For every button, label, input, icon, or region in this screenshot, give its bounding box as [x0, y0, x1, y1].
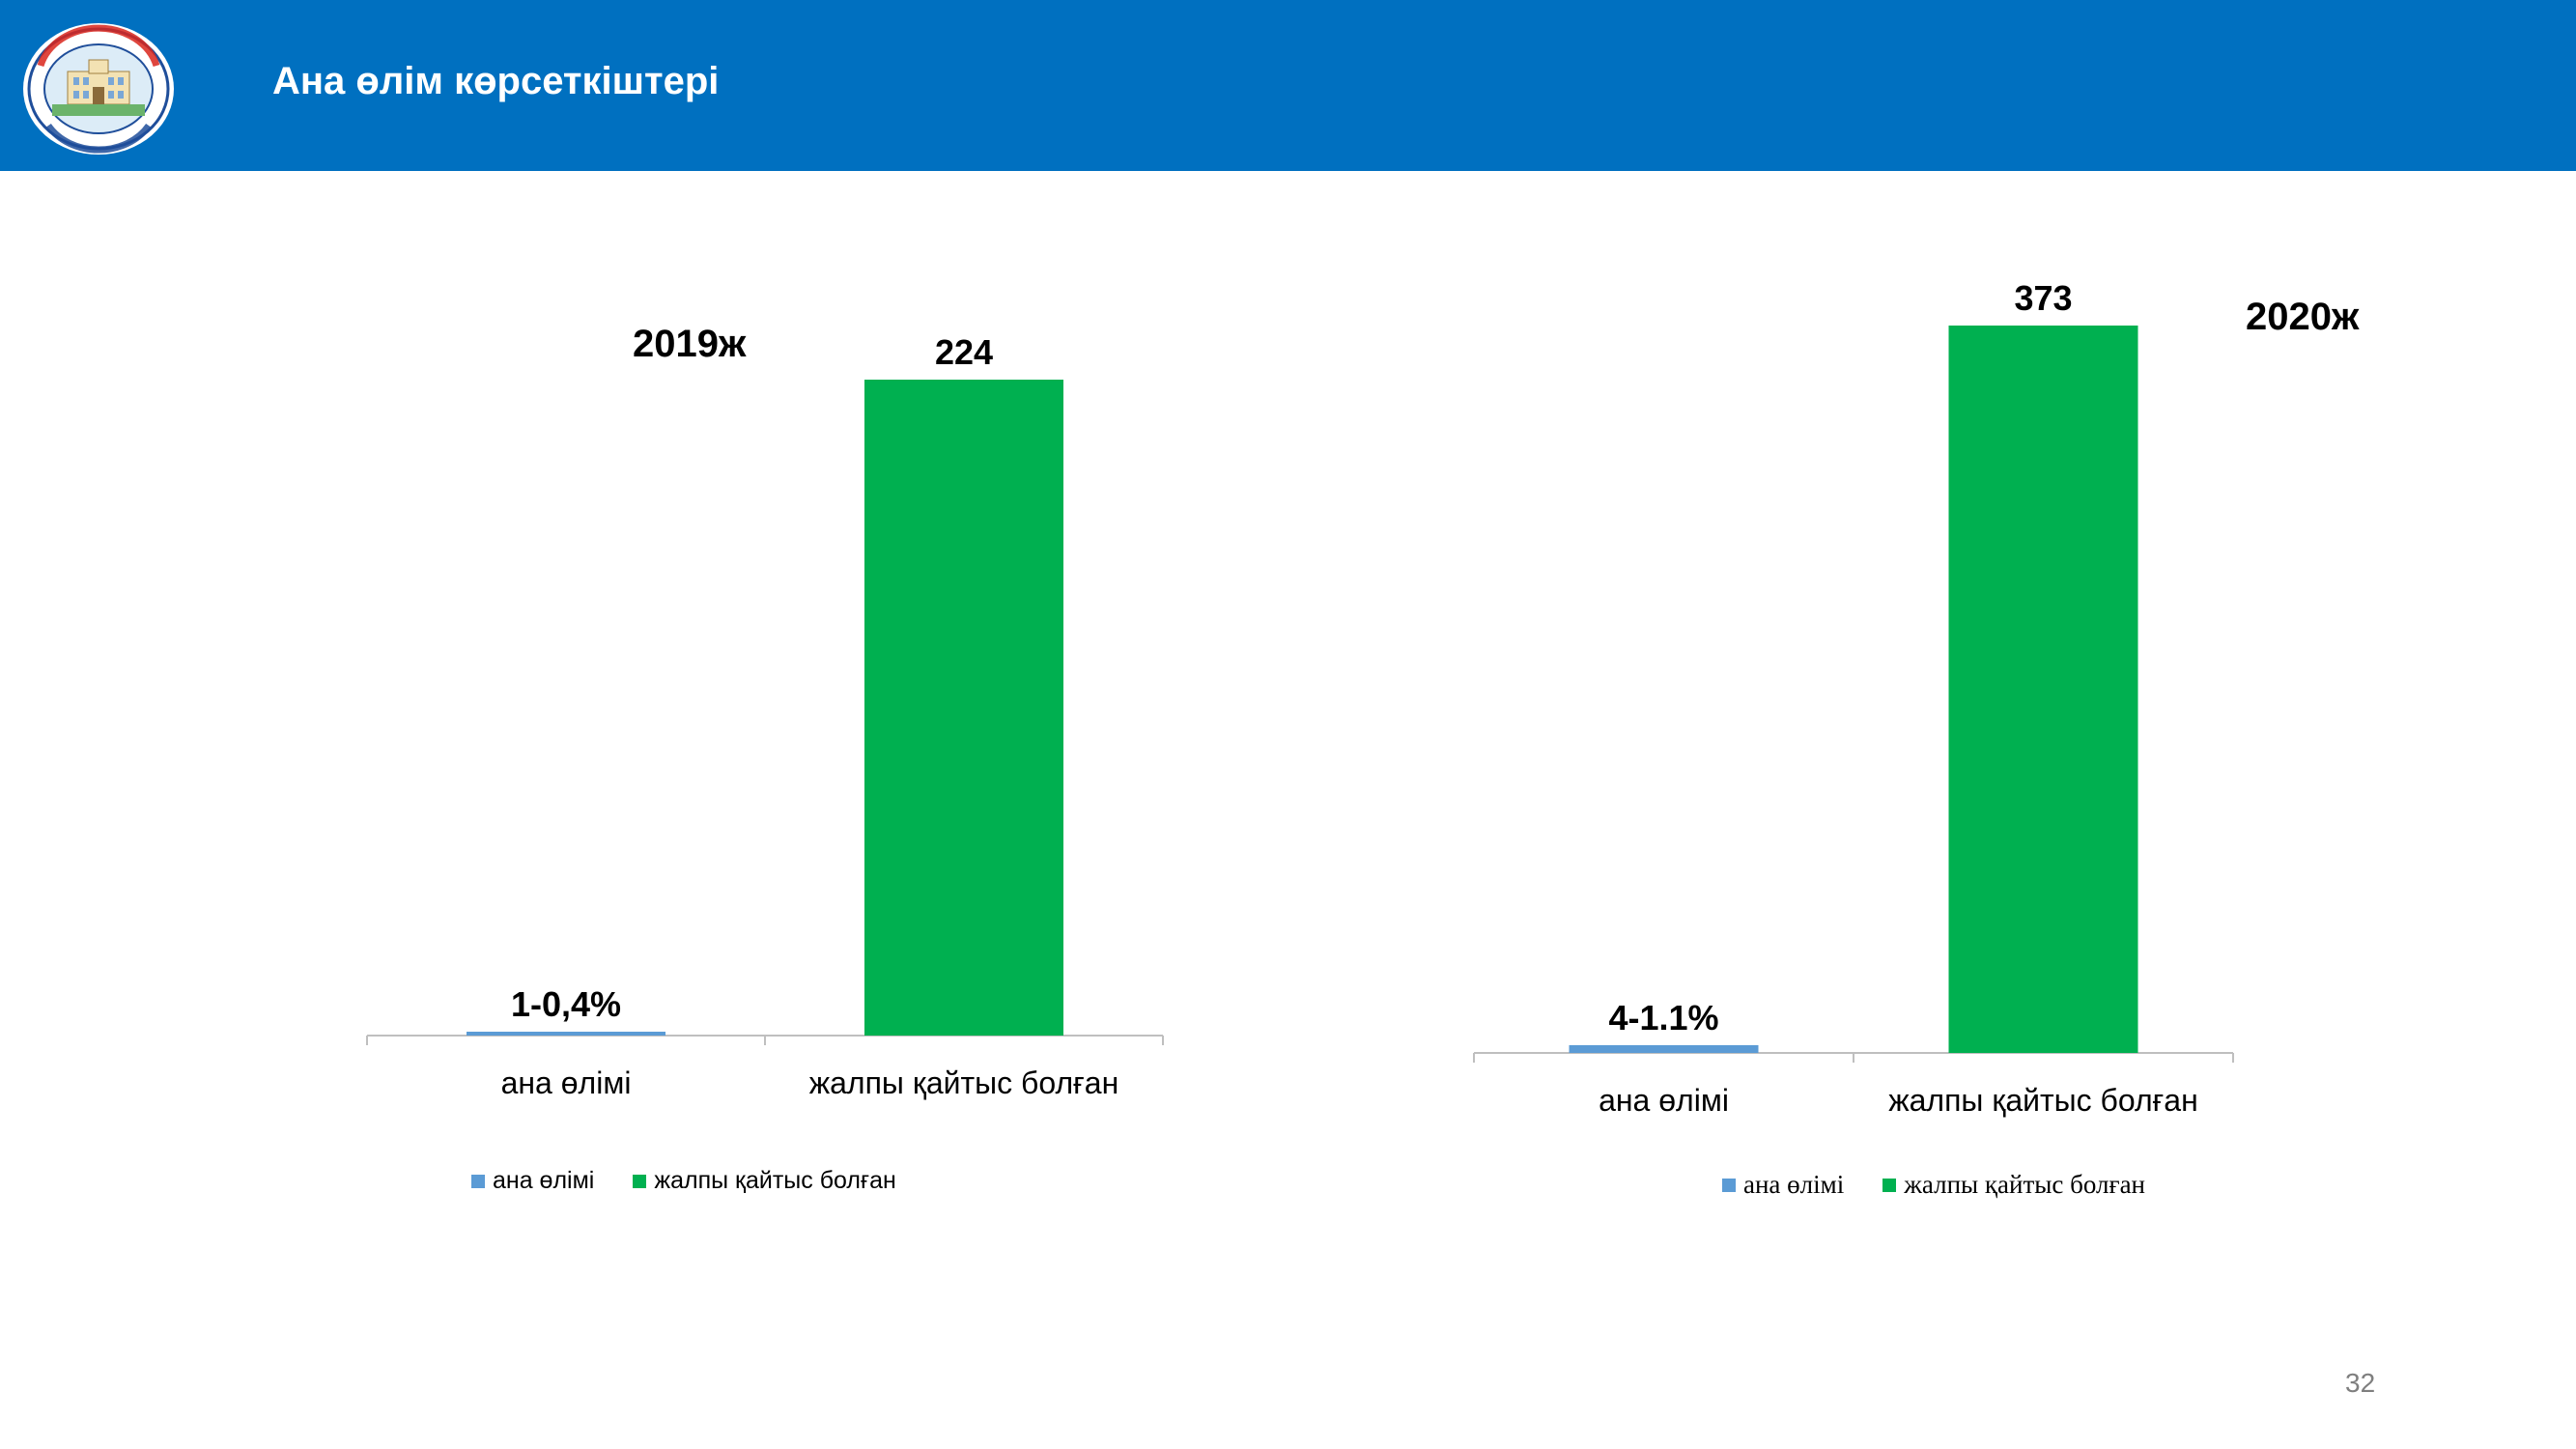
legend-swatch-total — [633, 1174, 647, 1188]
chart-2019-bar-0 — [467, 1032, 665, 1036]
legend-item-total: жалпы қайтыс болған — [1882, 1170, 2145, 1200]
page-number: 32 — [2345, 1368, 2376, 1398]
chart-2020-data-label-0: 4-1.1% — [1608, 998, 1718, 1037]
chart-2020-bar-0 — [1569, 1044, 1759, 1053]
legend-item-total: жалпы қайтыс болған — [633, 1167, 896, 1195]
header-bar: Ана өлім көрсеткіштері — [0, 0, 2576, 171]
chart-2019-legend: ана өлімі жалпы қайтыс болған — [471, 1167, 896, 1195]
chart-2020-year-label: 2020ж — [2246, 296, 2360, 338]
chart-2020-legend: ана өлімі жалпы қайтыс болған — [1722, 1170, 2145, 1200]
hospital-logo — [23, 23, 174, 155]
legend-item-maternal: ана өлімі — [471, 1167, 594, 1195]
chart-2020-category-label-1: жалпы қайтыс болған — [1888, 1083, 2198, 1118]
chart-2019-category-label-0: ана өлімі — [501, 1065, 632, 1100]
legend-swatch-maternal — [471, 1174, 485, 1188]
legend-swatch-total — [1882, 1178, 1897, 1192]
legend-item-maternal: ана өлімі — [1722, 1170, 1844, 1200]
legend-label-maternal: ана өлімі — [493, 1167, 595, 1194]
chart-2019-bar-1 — [864, 380, 1063, 1036]
chart-2019-data-label-0: 1-0,4% — [511, 984, 621, 1024]
legend-label-maternal: ана өлімі — [1743, 1170, 1845, 1199]
legend-swatch-maternal — [1722, 1178, 1736, 1192]
chart-2019-category-label-1: жалпы қайтыс болған — [809, 1065, 1119, 1100]
chart-2019-year-label: 2019ж — [633, 323, 747, 365]
page-title: Ана өлім көрсеткіштері — [272, 60, 720, 102]
legend-label-total: жалпы қайтыс болған — [1904, 1170, 2146, 1199]
chart-2019-data-label-1: 224 — [935, 332, 993, 372]
chart-2020-data-label-1: 373 — [2014, 278, 2072, 318]
chart-2020-category-label-0: ана өлімі — [1599, 1083, 1729, 1118]
legend-label-total: жалпы қайтыс болған — [654, 1167, 896, 1194]
chart-2020-bar-1 — [1948, 326, 2138, 1053]
